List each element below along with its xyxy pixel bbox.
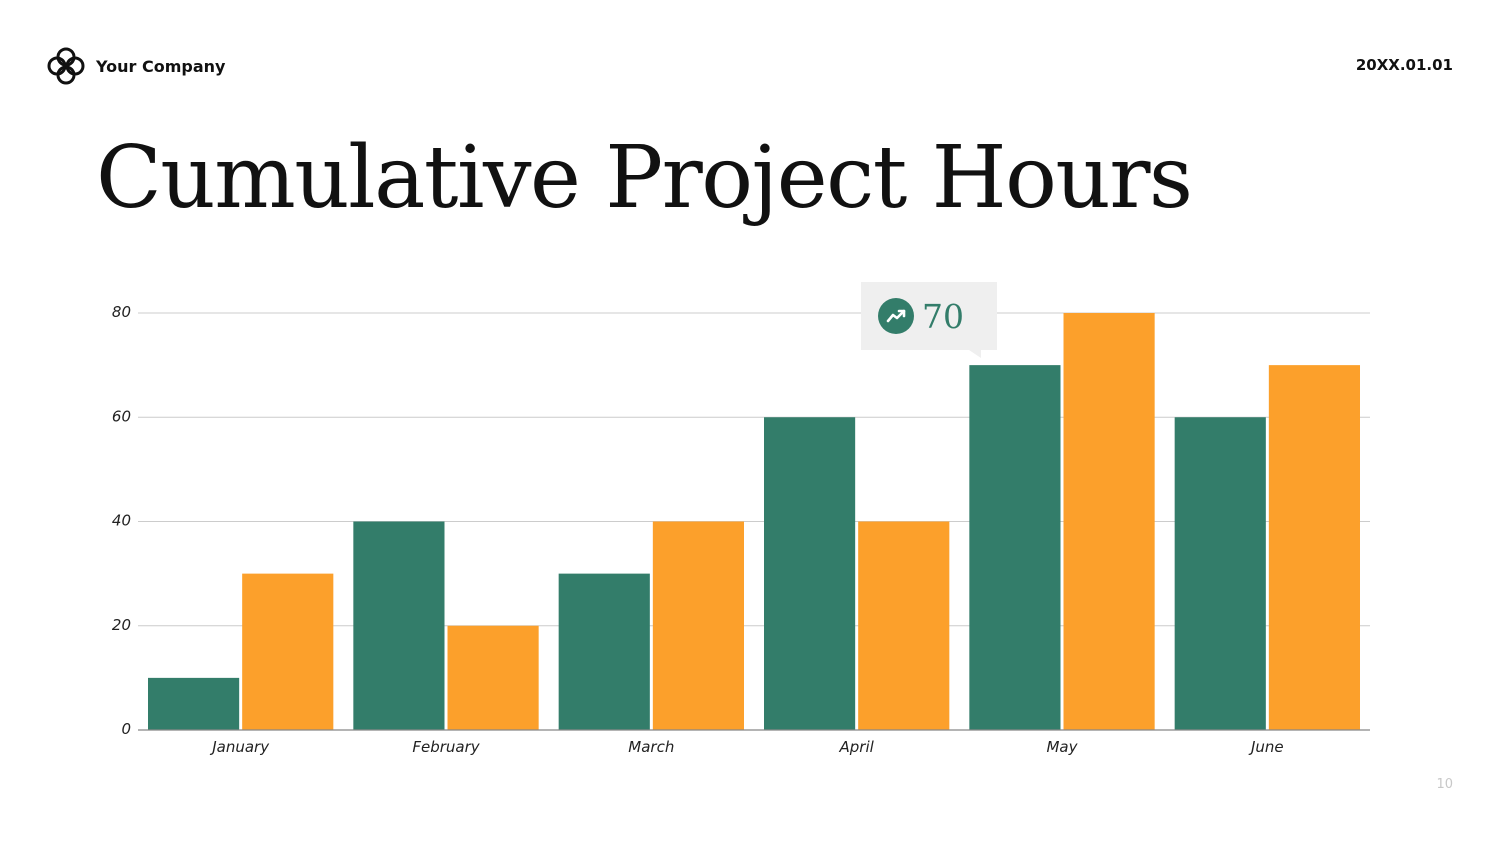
callout-value: 70 [922, 296, 964, 336]
bar-series-2-january [242, 573, 334, 730]
bar-series-2-june [1268, 365, 1360, 730]
bar-series-1-march [558, 573, 650, 730]
y-tick-label: 20 [112, 616, 131, 634]
trending-up-icon [878, 298, 914, 334]
header-brand: Your Company [46, 46, 225, 86]
slide-title: Cumulative Project Hours [96, 128, 1193, 228]
bar-series-2-march [652, 521, 744, 730]
y-tick-label: 0 [121, 720, 131, 738]
bar-series-1-may [969, 365, 1061, 730]
x-tick-label: April [839, 738, 875, 756]
y-tick-label: 40 [112, 512, 131, 530]
x-tick-label: March [628, 738, 674, 756]
x-tick-label: June [1248, 738, 1284, 756]
company-logo-icon [47, 47, 85, 85]
header-date: 20XX.01.01 [1355, 56, 1453, 74]
bar-series-2-may [1063, 313, 1155, 730]
x-tick-label: February [412, 738, 480, 756]
bar-series-2-april [858, 521, 950, 730]
x-tick-label: May [1046, 738, 1078, 756]
bar-series-1-june [1174, 417, 1266, 730]
value-callout: 70 [861, 282, 997, 358]
bar-chart: 0 20 40 60 80 January February March April May Jun… [112, 303, 1370, 756]
x-tick-label: January [209, 738, 270, 756]
bar-series-1-february [353, 521, 445, 730]
y-tick-label: 80 [112, 303, 131, 321]
company-name: Your Company [96, 56, 226, 76]
y-tick-label: 60 [112, 407, 131, 425]
page-number: 10 [1436, 777, 1453, 792]
bar-series-1-january [148, 677, 240, 730]
bar-series-2-february [447, 625, 539, 730]
bar-series-1-april [764, 417, 856, 730]
